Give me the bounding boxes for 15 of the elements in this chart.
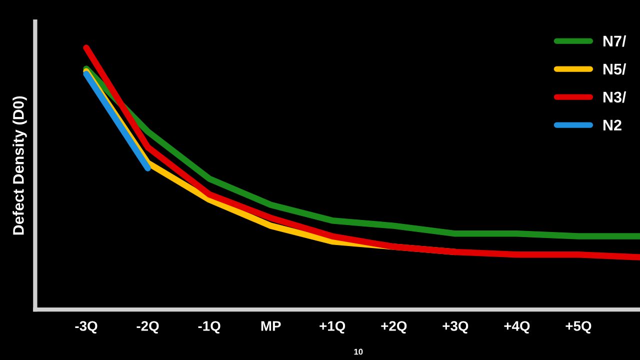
y-axis-title: Defect Density (D0) <box>12 96 27 235</box>
legend-label: N3/ <box>604 91 626 103</box>
legend-label: N7/ <box>604 35 626 47</box>
x-tick-label: +2Q <box>381 321 407 334</box>
x-tick-label: -3Q <box>75 321 98 334</box>
x-tick-label: +1Q <box>320 321 346 334</box>
legend-label: N5/ <box>604 63 626 75</box>
x-tick-label: +3Q <box>442 321 468 334</box>
legend-label: N2 <box>604 120 622 130</box>
x-tick-label: -2Q <box>136 321 159 334</box>
x-tick-label: +5Q <box>566 321 592 334</box>
x-tick-label: MP <box>261 321 281 331</box>
x-tick-label: -1Q <box>198 321 220 334</box>
x-tick-label: +4Q <box>504 321 530 334</box>
text: 10 <box>354 348 363 355</box>
